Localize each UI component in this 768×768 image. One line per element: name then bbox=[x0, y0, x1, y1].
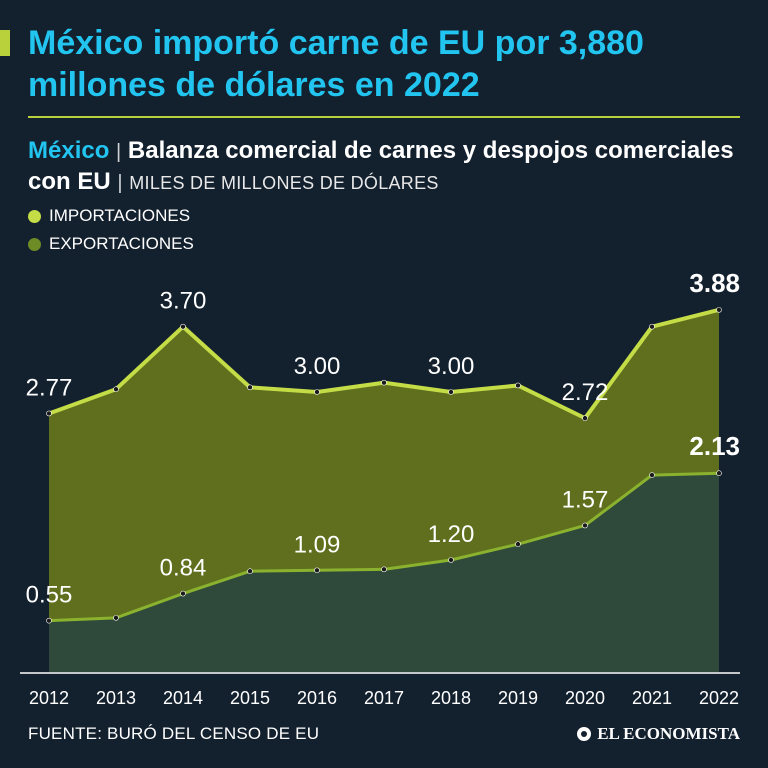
x-tick-label: 2016 bbox=[297, 688, 337, 708]
brand-logo: EL ECONOMISTA bbox=[577, 724, 740, 744]
units-separator: | bbox=[117, 172, 123, 194]
imports-point bbox=[314, 389, 320, 395]
imports-data-label: 3.88 bbox=[689, 268, 740, 298]
imports-point bbox=[247, 384, 253, 391]
x-tick-label: 2022 bbox=[699, 688, 739, 708]
exports-point bbox=[582, 522, 588, 529]
imports-point bbox=[381, 379, 387, 386]
brand-name: EL ECONOMISTA bbox=[597, 724, 740, 743]
legend-imports-dot-icon bbox=[28, 209, 41, 223]
subtitle-description: Balanza comercial de carnes y despojos c… bbox=[28, 137, 734, 195]
exports-area bbox=[49, 473, 719, 672]
accent-bar bbox=[0, 30, 10, 56]
x-tick-label: 2012 bbox=[29, 688, 69, 708]
imports-data-label: 3.00 bbox=[294, 353, 341, 380]
x-tick-label: 2014 bbox=[163, 688, 203, 708]
page-title: México importó carne de EU por 3,880 mil… bbox=[28, 24, 644, 104]
exports-point bbox=[381, 566, 387, 573]
x-tick-label: 2015 bbox=[230, 688, 270, 708]
x-tick-label: 2017 bbox=[364, 688, 404, 708]
x-tick-label: 2018 bbox=[431, 688, 471, 708]
subtitle-units: MILES DE MILLONES DE DÓLARES bbox=[129, 173, 439, 193]
exports-point bbox=[649, 472, 655, 478]
exports-point bbox=[448, 557, 454, 563]
imports-data-label: 2.77 bbox=[26, 374, 73, 401]
exports-data-label: 0.84 bbox=[160, 555, 207, 582]
imports-data-label: 3.70 bbox=[160, 288, 207, 315]
chart-legend: IMPORTACIONES EXPORTACIONES bbox=[28, 202, 194, 258]
exports-point bbox=[46, 617, 52, 624]
exports-data-label: 1.57 bbox=[562, 486, 609, 513]
exports-data-label: 2.13 bbox=[689, 431, 740, 461]
legend-exports-dot-icon bbox=[28, 237, 41, 251]
imports-point bbox=[582, 415, 588, 421]
legend-exports-label: EXPORTACIONES bbox=[49, 234, 194, 253]
exports-data-label: 0.55 bbox=[26, 582, 73, 609]
imports-data-label: 3.00 bbox=[428, 353, 475, 380]
title-divider bbox=[28, 116, 740, 118]
imports-point bbox=[515, 382, 521, 389]
exports-point bbox=[515, 541, 521, 547]
subtitle-country: México bbox=[28, 137, 110, 164]
imports-point bbox=[180, 323, 186, 330]
exports-point bbox=[180, 590, 186, 597]
legend-item-exports: EXPORTACIONES bbox=[28, 230, 194, 258]
exports-point bbox=[716, 470, 722, 477]
exports-point bbox=[314, 567, 320, 574]
exports-point bbox=[247, 568, 253, 575]
imports-point bbox=[113, 386, 119, 393]
x-tick-label: 2020 bbox=[565, 688, 605, 708]
chart-subtitle: México | Balanza comercial de carnes y d… bbox=[28, 136, 748, 198]
x-tick-label: 2013 bbox=[96, 688, 136, 708]
source-note: FUENTE: BURÓ DEL CENSO DE EU bbox=[28, 724, 320, 743]
x-tick-label: 2021 bbox=[632, 688, 672, 708]
brand-mark-icon bbox=[577, 727, 592, 741]
imports-point bbox=[46, 410, 52, 417]
exports-data-label: 1.09 bbox=[294, 531, 341, 558]
imports-point bbox=[716, 307, 722, 313]
subtitle-separator: | bbox=[116, 141, 122, 163]
imports-point bbox=[448, 389, 454, 395]
legend-imports-label: IMPORTACIONES bbox=[49, 206, 191, 225]
exports-data-label: 1.20 bbox=[428, 521, 475, 548]
legend-item-imports: IMPORTACIONES bbox=[28, 202, 194, 230]
exports-point bbox=[113, 615, 119, 621]
imports-data-label: 2.72 bbox=[562, 379, 609, 406]
imports-point bbox=[649, 323, 655, 330]
x-tick-label: 2019 bbox=[498, 688, 538, 708]
